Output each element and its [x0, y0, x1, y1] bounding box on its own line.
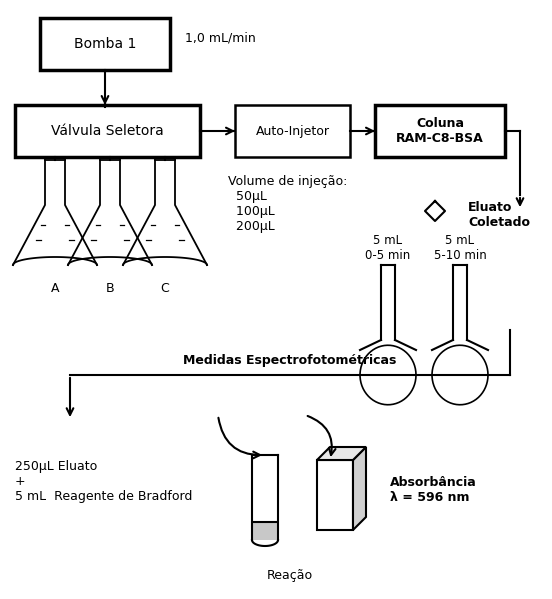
FancyBboxPatch shape: [375, 105, 505, 157]
FancyBboxPatch shape: [235, 105, 350, 157]
Text: Auto-Injetor: Auto-Injetor: [256, 125, 330, 138]
Text: 1,0 mL/min: 1,0 mL/min: [185, 32, 256, 44]
Text: Bomba 1: Bomba 1: [74, 37, 136, 51]
Text: Reação: Reação: [267, 568, 313, 582]
Text: Absorbância
λ = 596 nm: Absorbância λ = 596 nm: [390, 476, 477, 504]
Text: Coluna
RAM-C8-BSA: Coluna RAM-C8-BSA: [396, 117, 484, 145]
Text: Válvula Seletora: Válvula Seletora: [51, 124, 164, 138]
Polygon shape: [317, 447, 366, 460]
Bar: [317, 460, 353, 530]
Text: Eluato
Coletado: Eluato Coletado: [468, 201, 530, 229]
Text: B: B: [105, 282, 114, 295]
FancyBboxPatch shape: [40, 18, 170, 70]
Text: Medidas Espectrofotométricas: Medidas Espectrofotométricas: [183, 354, 397, 367]
Text: A: A: [51, 282, 59, 295]
Text: 250μL Eluato
+
5 mL  Reagente de Bradford: 250μL Eluato + 5 mL Reagente de Bradford: [15, 460, 193, 503]
Text: Volume de injeção:
  50μL
  100μL
  200μL: Volume de injeção: 50μL 100μL 200μL: [228, 175, 347, 233]
FancyBboxPatch shape: [15, 105, 200, 157]
Bar: [253, 522, 277, 540]
Text: C: C: [161, 282, 169, 295]
Text: 5 mL
5-10 min: 5 mL 5-10 min: [434, 234, 486, 262]
Polygon shape: [353, 447, 366, 530]
Text: 5 mL
0-5 min: 5 mL 0-5 min: [365, 234, 411, 262]
